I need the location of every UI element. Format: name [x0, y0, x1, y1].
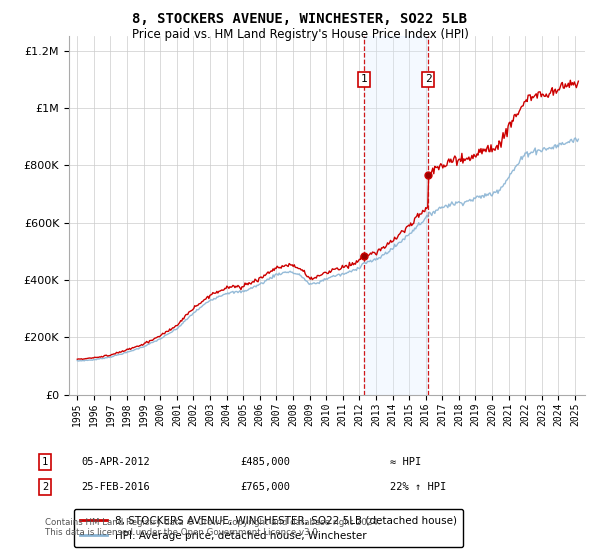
Bar	[364, 36, 428, 395]
Text: Price paid vs. HM Land Registry's House Price Index (HPI): Price paid vs. HM Land Registry's House …	[131, 28, 469, 41]
Legend: 8, STOCKERS AVENUE, WINCHESTER, SO22 5LB (detached house), HPI: Average price, d: 8, STOCKERS AVENUE, WINCHESTER, SO22 5LB…	[74, 510, 463, 547]
Text: 1: 1	[361, 74, 367, 85]
Text: 2: 2	[425, 74, 431, 85]
Text: 25-FEB-2016: 25-FEB-2016	[81, 482, 150, 492]
Text: Contains HM Land Registry data © Crown copyright and database right 2024.
This d: Contains HM Land Registry data © Crown c…	[45, 518, 380, 538]
Text: 05-APR-2012: 05-APR-2012	[81, 457, 150, 467]
Text: 1: 1	[42, 457, 48, 467]
Text: 8, STOCKERS AVENUE, WINCHESTER, SO22 5LB: 8, STOCKERS AVENUE, WINCHESTER, SO22 5LB	[133, 12, 467, 26]
Text: £485,000: £485,000	[240, 457, 290, 467]
Text: 22% ↑ HPI: 22% ↑ HPI	[390, 482, 446, 492]
Text: 2: 2	[42, 482, 48, 492]
Text: ≈ HPI: ≈ HPI	[390, 457, 421, 467]
Text: £765,000: £765,000	[240, 482, 290, 492]
